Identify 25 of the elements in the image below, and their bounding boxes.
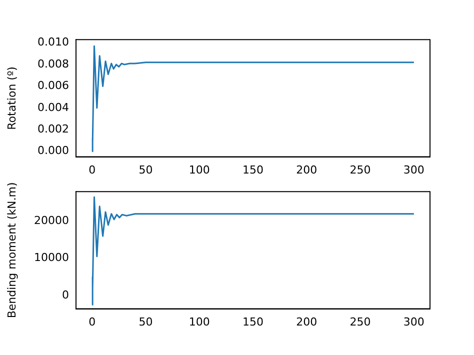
y-tick-label: 0.008 (38, 57, 69, 70)
x-tick-label: 0 (88, 315, 96, 328)
x-tick-label: 100 (188, 163, 210, 176)
y-tick-label: 0.002 (38, 122, 69, 136)
x-tick-label: 150 (242, 163, 264, 176)
x-tick-label: 200 (296, 163, 318, 176)
x-tick-label: 300 (403, 163, 424, 176)
y-tick-label: 10000 (34, 251, 69, 264)
x-tick-label: 300 (403, 315, 424, 328)
x-tick-label: 0 (88, 163, 96, 176)
x-tick-label: 250 (350, 315, 371, 328)
y-tick-label: 0.004 (38, 100, 69, 114)
y-tick-label: 0.010 (38, 36, 69, 49)
y-axis-title: Rotation (º) (5, 66, 18, 130)
y-tick-label: 0.006 (38, 79, 69, 92)
y-tick-label: 20000 (34, 214, 69, 228)
x-tick-label: 100 (188, 315, 210, 328)
x-tick-label: 50 (138, 163, 153, 176)
y-tick-label: 0 (62, 288, 69, 302)
x-tick-label: 250 (350, 163, 371, 176)
x-tick-label: 200 (296, 315, 318, 328)
y-tick-label: 0.000 (38, 144, 69, 158)
y-axis-title: Bending moment (kN.m) (5, 182, 18, 318)
x-tick-label: 150 (242, 315, 264, 328)
x-tick-label: 50 (138, 315, 153, 328)
